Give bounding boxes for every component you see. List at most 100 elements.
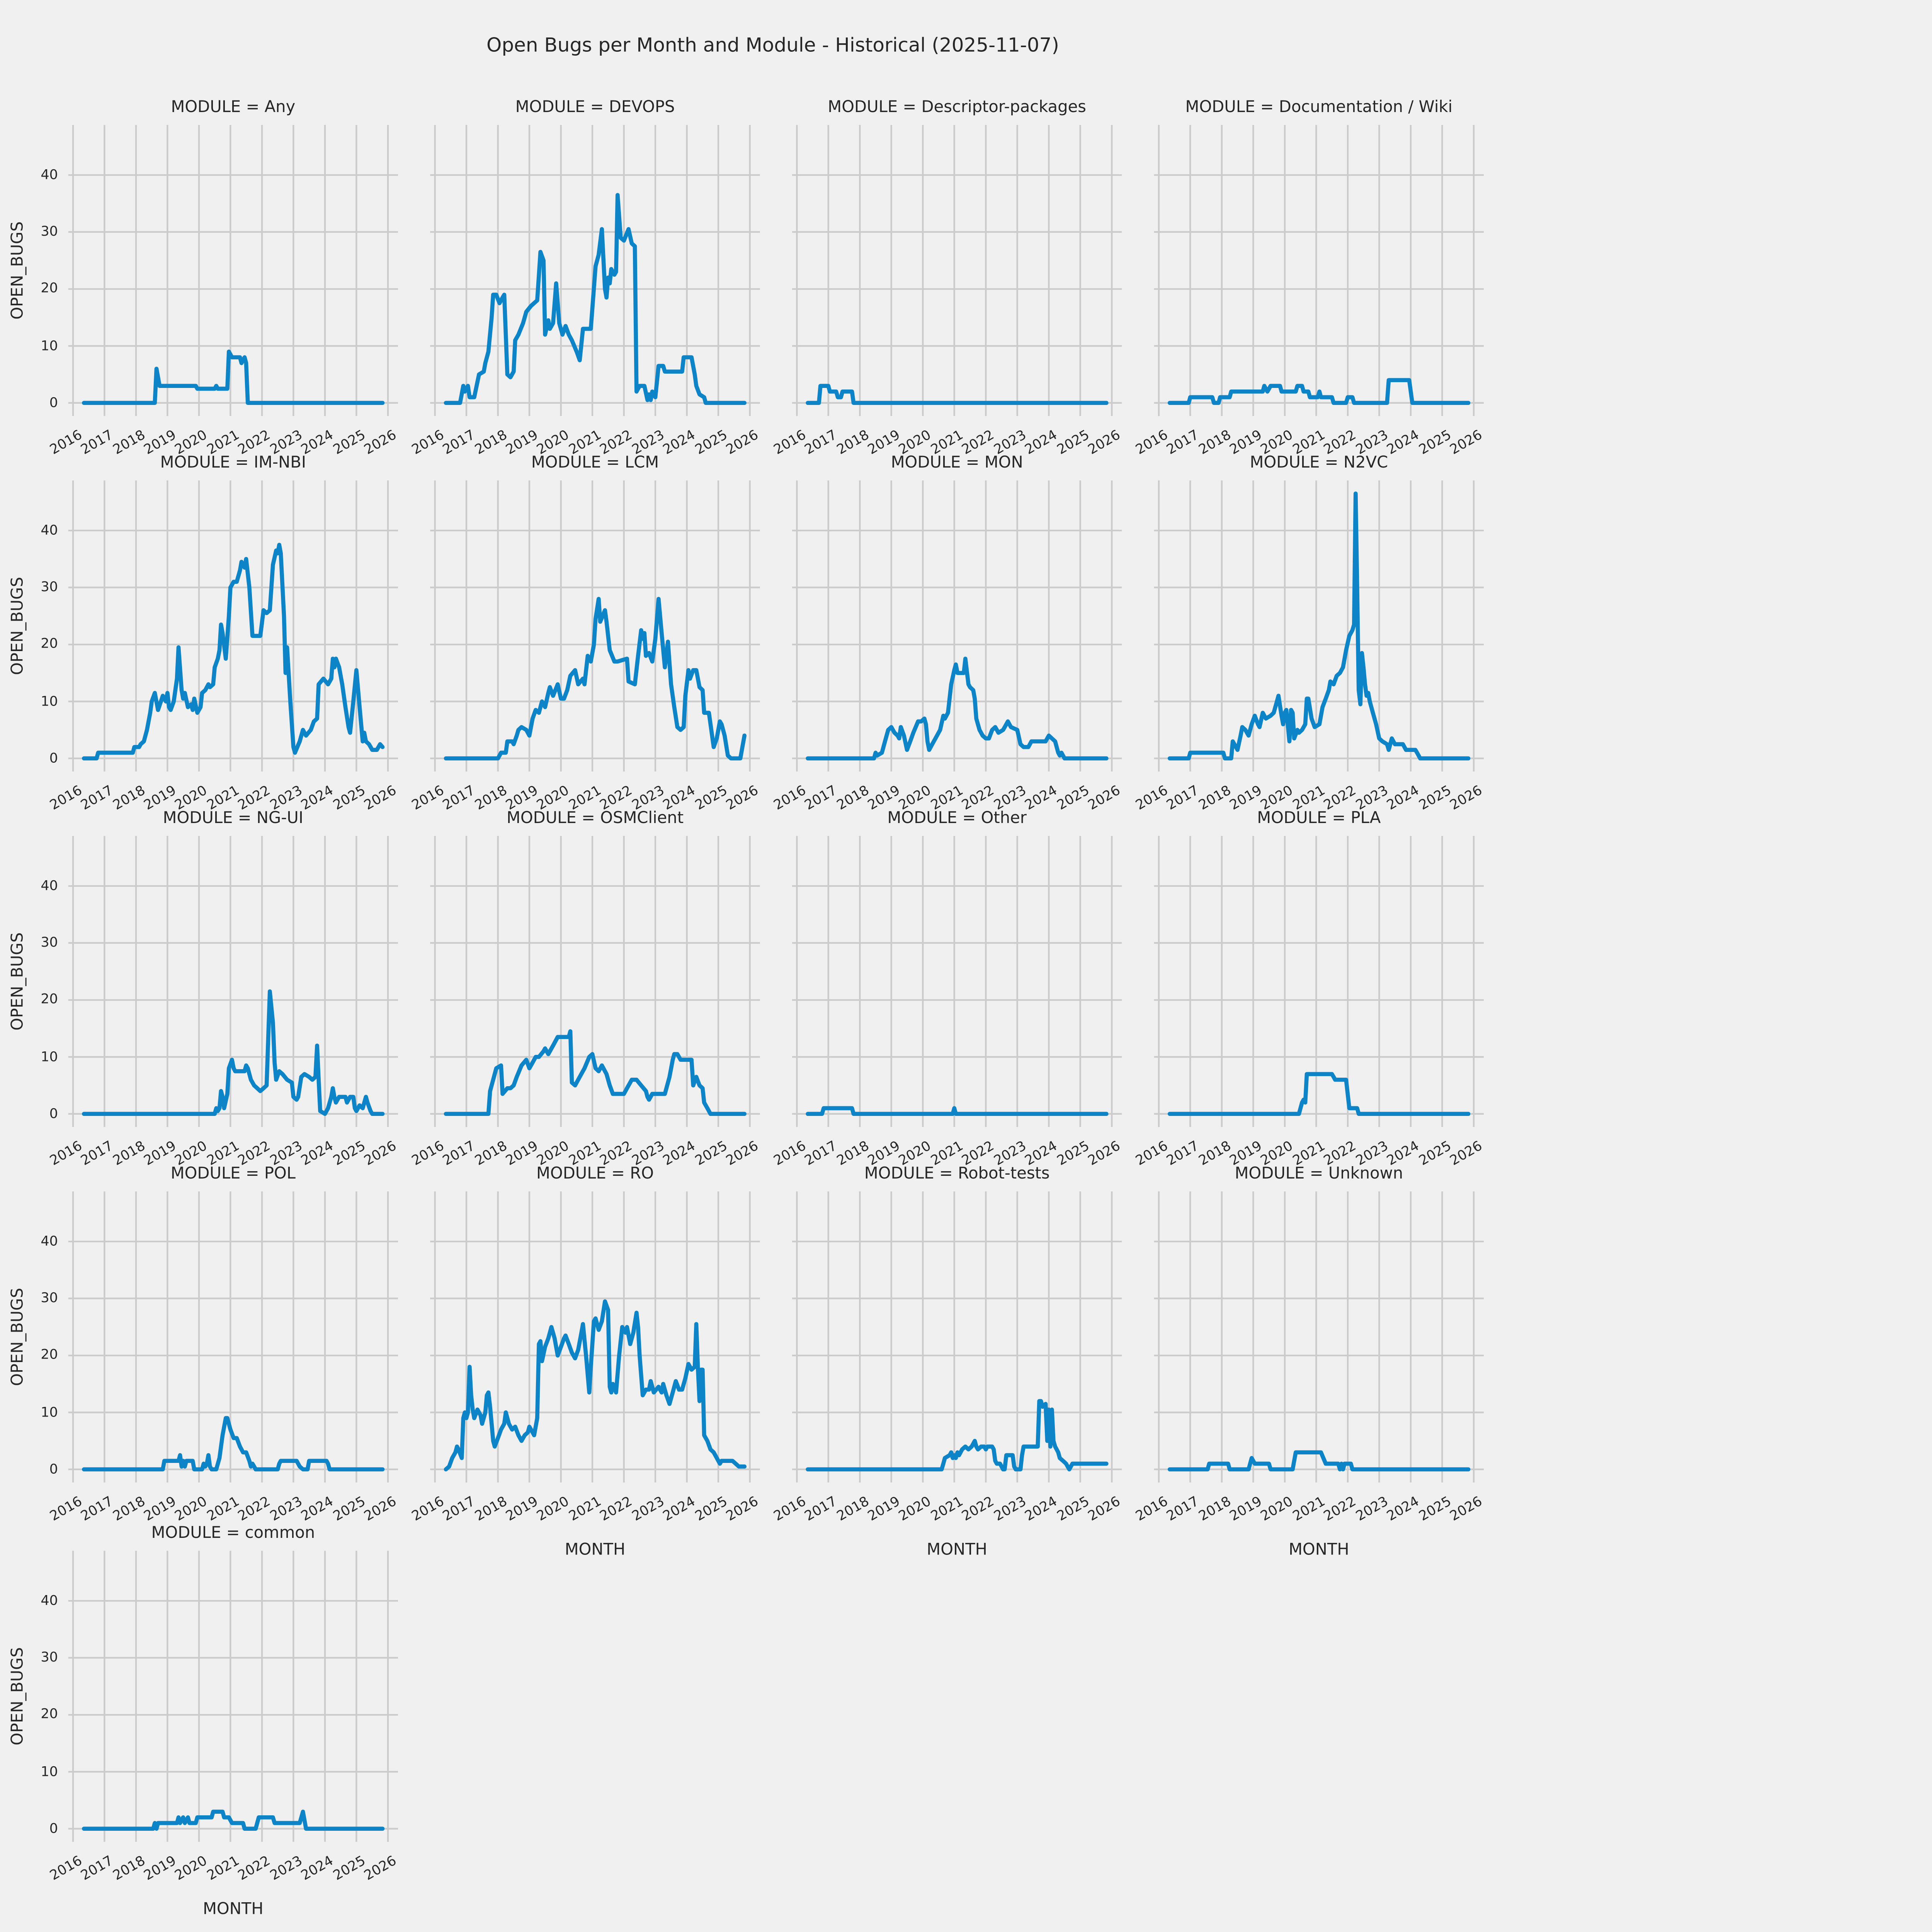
x-tick-label: 2016 xyxy=(409,427,447,458)
subplot-devops: MODULE = DEVOPS 2016 2017 2018 2019 2020 2021 2… xyxy=(409,97,761,458)
y-tick-label: 10 xyxy=(41,338,58,354)
y-tick-label: 10 xyxy=(41,694,58,709)
subplot-mon: MODULE = MON 2016 2017 2018 2019 2020 2021 2022… xyxy=(771,452,1123,813)
grid-lines xyxy=(68,125,398,416)
x-tick-label: 2025 xyxy=(692,1138,730,1169)
x-tick-label: 2019 xyxy=(141,1494,179,1525)
x-tick-label: 2016 xyxy=(771,1138,809,1169)
x-tick-label: 2023 xyxy=(267,1853,305,1884)
line-chart xyxy=(430,836,760,1127)
x-tick-label: 2024 xyxy=(661,1138,699,1169)
subplot-pla: MODULE = PLA 2016 2017 2018 2019 2020 2021 2022… xyxy=(1133,808,1485,1169)
x-tick-label: 2018 xyxy=(110,1138,148,1169)
x-tick-label: 2016 xyxy=(771,427,809,458)
x-tick-label: 2018 xyxy=(472,427,510,458)
y-axis-label: OPEN_BUGS xyxy=(7,1287,27,1386)
x-tick-label: 2026 xyxy=(724,1494,762,1525)
open-bugs-line xyxy=(444,1029,747,1116)
x-tick-label: 2016 xyxy=(409,1494,447,1525)
x-tick-label: 2018 xyxy=(1196,427,1233,458)
x-tick-label: 2024 xyxy=(661,1494,699,1525)
x-tick-label: 2024 xyxy=(1384,427,1422,458)
y-tick-label: 40 xyxy=(41,1233,58,1249)
line-chart xyxy=(792,836,1122,1127)
x-tick-label: 2020 xyxy=(897,1494,935,1525)
line-chart xyxy=(68,480,398,772)
x-axis-label: MONTH xyxy=(565,1539,626,1559)
x-tick-label: 2017 xyxy=(440,783,478,814)
x-tick-label: 2016 xyxy=(1133,427,1170,458)
x-tick-label: 2017 xyxy=(78,1494,116,1525)
y-tick-label: 20 xyxy=(41,281,58,297)
x-tick-label: 2020 xyxy=(173,1494,211,1525)
subplot-title: MODULE = Other xyxy=(887,808,1027,827)
x-tick-label: 2017 xyxy=(78,1853,116,1884)
x-tick-label: 2023 xyxy=(991,1494,1029,1525)
y-tick-label: 0 xyxy=(49,1106,58,1122)
line-chart xyxy=(1154,480,1484,772)
y-tick-label: 30 xyxy=(41,935,58,951)
figure-title: Open Bugs per Month and Module - Histori… xyxy=(486,33,1059,57)
x-tick-label: 2025 xyxy=(330,427,368,458)
x-tick-label: 2018 xyxy=(834,1494,872,1525)
grid-lines xyxy=(1154,1191,1484,1483)
x-tick-label: 2022 xyxy=(236,1853,274,1884)
y-tick-label: 0 xyxy=(49,1821,58,1837)
open-bugs-line xyxy=(444,597,747,760)
x-tick-label: 2019 xyxy=(1227,1494,1265,1525)
y-axis-label: OPEN_BUGS xyxy=(7,221,27,320)
x-tick-label: 2018 xyxy=(472,1494,510,1525)
open-bugs-line xyxy=(82,349,385,405)
x-tick-label: 2024 xyxy=(1384,1494,1422,1525)
x-tick-label: 2023 xyxy=(629,1494,667,1525)
y-axis-label: OPEN_BUGS xyxy=(7,577,27,675)
subplot-ng-ui: MODULE = NG-UI 2016 2017 2018 2019 2020 2021 20… xyxy=(7,808,400,1169)
x-tick-label: 2024 xyxy=(661,427,699,458)
x-tick-label: 2018 xyxy=(1196,1138,1233,1169)
x-tick-label: 2022 xyxy=(960,1494,998,1525)
subplot-documentation-wiki: MODULE = Documentation / Wiki 2016 2017 201… xyxy=(1133,97,1485,458)
x-tick-label: 2020 xyxy=(173,1853,211,1884)
grid-lines xyxy=(68,1551,398,1842)
y-tick-label: 40 xyxy=(41,878,58,894)
line-chart xyxy=(792,1191,1122,1483)
subplot-im-nbi: MODULE = IM-NBI 2016 2017 2018 2019 2020 2021 2… xyxy=(7,452,400,813)
open-bugs-line xyxy=(1167,1072,1471,1116)
y-tick-label: 30 xyxy=(41,580,58,595)
subplot-title: MODULE = MON xyxy=(891,452,1023,471)
x-tick-label: 2023 xyxy=(267,1494,305,1525)
x-tick-label: 2017 xyxy=(1164,1494,1202,1525)
x-tick-label: 2019 xyxy=(865,1494,903,1525)
x-tick-label: 2022 xyxy=(1321,1494,1359,1525)
y-tick-label: 20 xyxy=(41,1707,58,1723)
x-tick-label: 2016 xyxy=(47,1138,85,1169)
subplot-pol: MODULE = POL 2016 2017 2018 2019 2020 2021 2022… xyxy=(7,1163,400,1524)
x-tick-label: 2017 xyxy=(802,783,840,814)
x-tick-label: 2017 xyxy=(440,1138,478,1169)
x-tick-label: 2026 xyxy=(362,1494,400,1525)
x-tick-label: 2025 xyxy=(330,783,368,814)
x-tick-label: 2017 xyxy=(1164,783,1202,814)
x-tick-label: 2016 xyxy=(1133,783,1170,814)
x-tick-label: 2025 xyxy=(1054,1494,1092,1525)
subplot-title: MODULE = N2VC xyxy=(1250,452,1388,471)
open-bugs-line xyxy=(82,543,385,760)
x-tick-label: 2026 xyxy=(724,783,762,814)
open-bugs-line xyxy=(82,1810,385,1831)
x-tick-label: 2024 xyxy=(299,1853,337,1884)
grid-lines xyxy=(1154,480,1484,772)
subplot-common: MODULE = common 2016 2017 2018 2019 2020 2021 2… xyxy=(7,1522,400,1918)
x-tick-label: 2016 xyxy=(47,783,85,814)
y-tick-label: 10 xyxy=(41,1405,58,1420)
subplot-title: MODULE = LCM xyxy=(531,452,659,471)
x-tick-label: 2026 xyxy=(1447,427,1485,458)
subplot-title: MODULE = Any xyxy=(171,97,296,116)
y-tick-label: 10 xyxy=(41,1049,58,1065)
x-axis-label: MONTH xyxy=(1288,1539,1349,1559)
grid-lines xyxy=(430,125,760,416)
line-chart xyxy=(792,480,1122,772)
subplot-unknown: MODULE = Unknown 2016 2017 2018 2019 2020 2021… xyxy=(1133,1163,1485,1558)
open-bugs-line xyxy=(1167,491,1471,760)
x-tick-label: 2017 xyxy=(78,783,116,814)
x-tick-label: 2019 xyxy=(141,1853,179,1884)
